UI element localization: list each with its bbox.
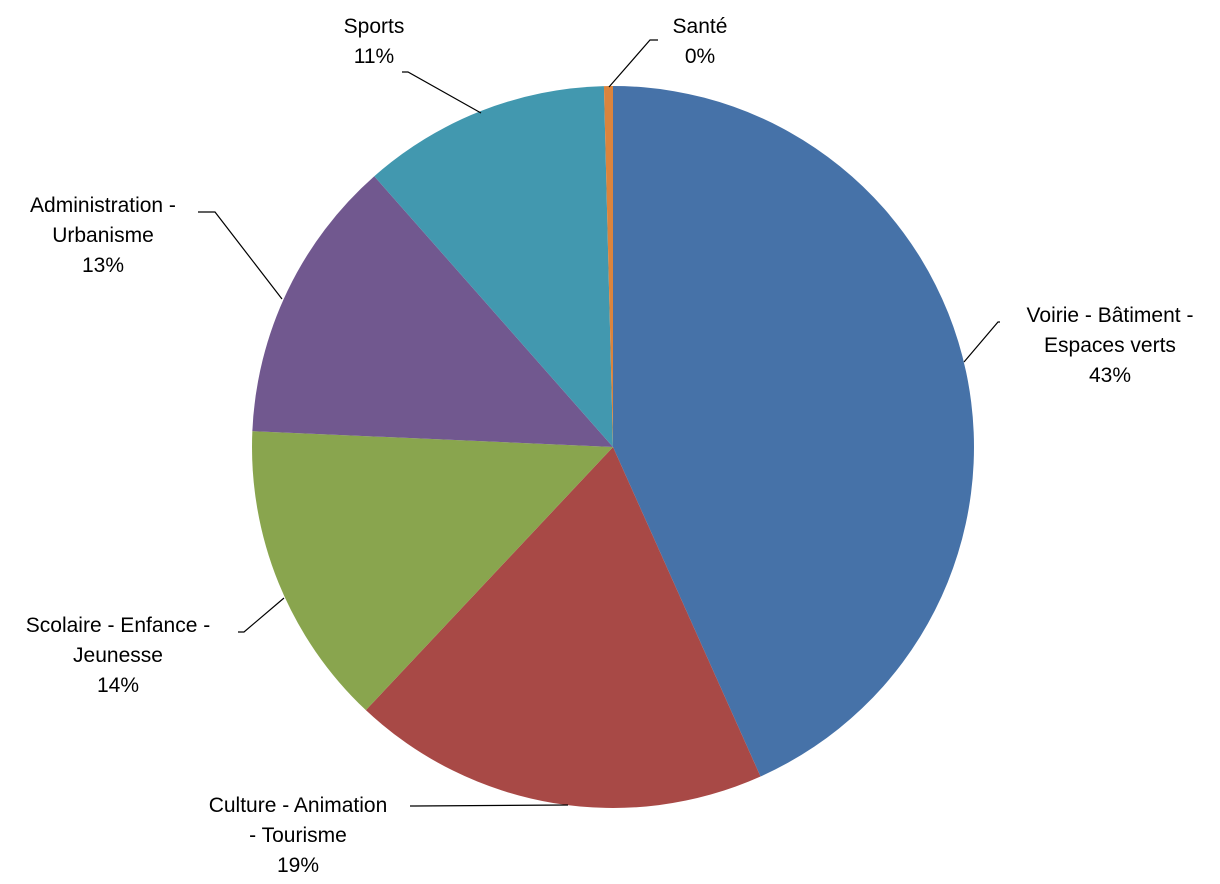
slice-percent-label: 43% — [1089, 364, 1131, 387]
leader-line — [198, 211, 283, 300]
leader-line — [963, 321, 1000, 363]
leader-line — [402, 71, 482, 114]
leader-line — [608, 39, 658, 88]
slice-percent-label: 11% — [354, 45, 394, 68]
slice-name-label: Administration - — [30, 194, 176, 217]
slice-name-label: Scolaire - Enfance - — [26, 614, 210, 637]
slice-label: Voirie - Bâtiment - Espaces verts 43% — [1027, 304, 1194, 387]
slice-name-label: Jeunesse — [73, 644, 163, 667]
slice-label: Scolaire - Enfance - Jeunesse 14% — [26, 614, 210, 697]
pie-slice-sports — [374, 86, 613, 448]
pie-slice-culture-animation-tourisme — [365, 447, 761, 808]
pie-slices — [252, 85, 974, 808]
slice-label: Santé 0% — [673, 15, 728, 68]
slice-name-label: Santé — [673, 15, 728, 38]
pie-slice-administration-urbanisme — [252, 176, 613, 447]
slice-label: Culture - Animation - Tourisme 19% — [209, 794, 388, 877]
slice-name-label: Urbanisme — [52, 224, 154, 247]
slice-percent-label: 13% — [82, 254, 124, 277]
pie-slice-scolaire-enfance-jeunesse — [252, 431, 614, 711]
slice-percent-label: 14% — [97, 674, 139, 697]
slice-name-label: Espaces verts — [1044, 334, 1176, 357]
pie-slice-sante — [603, 85, 613, 447]
leader-line — [238, 597, 285, 633]
slice-name-label: Sports — [344, 15, 405, 38]
slice-label: Administration - Urbanisme 13% — [30, 194, 176, 277]
slice-percent-label: 19% — [277, 854, 319, 877]
leader-line — [410, 804, 569, 807]
slice-percent-label: 0% — [685, 45, 715, 68]
slice-labels: Voirie - Bâtiment - Espaces verts 43% Cultu… — [26, 15, 1194, 877]
slice-name-label: Voirie - Bâtiment - — [1027, 304, 1194, 327]
slice-name-label: - Tourisme — [249, 824, 347, 847]
slice-label: Sports 11% — [344, 15, 405, 68]
pie-slice-voirie-batiment-espaces-verts — [613, 86, 974, 777]
slice-name-label: Culture - Animation — [209, 794, 388, 817]
leader-lines — [198, 39, 1000, 807]
